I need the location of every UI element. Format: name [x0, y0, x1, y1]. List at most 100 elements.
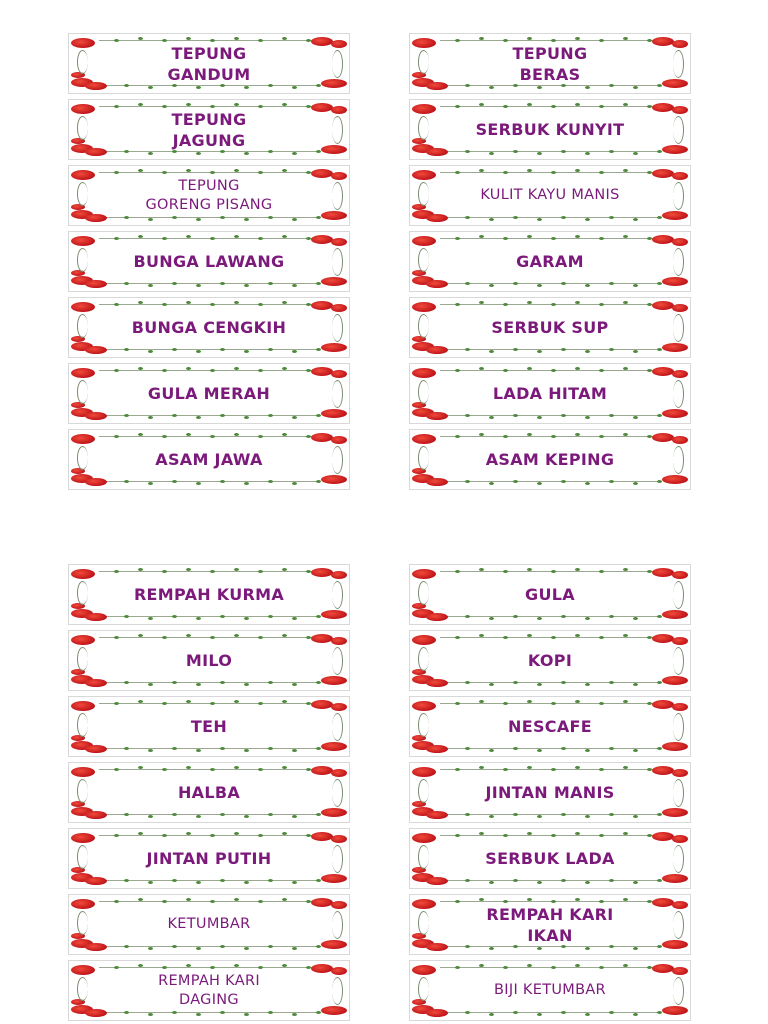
- vine-stem: [332, 314, 343, 342]
- leaf-icon: [172, 84, 177, 87]
- vine-stem: [332, 713, 343, 741]
- leaf-icon: [196, 617, 201, 620]
- leaf-icon: [647, 105, 652, 108]
- vine-border: [440, 481, 660, 482]
- label-text: SERBUK KUNYIT: [475, 120, 625, 139]
- rose-icon: [331, 172, 347, 180]
- leaf-icon: [633, 617, 638, 620]
- leaf-icon: [268, 945, 273, 948]
- leaf-icon: [196, 482, 201, 485]
- leaf-icon: [465, 813, 470, 816]
- rose-icon: [412, 965, 436, 975]
- leaf-icon: [489, 947, 494, 950]
- vine-stem: [332, 911, 343, 939]
- leaf-icon: [292, 1013, 297, 1016]
- leaf-icon: [537, 218, 542, 221]
- leaf-icon: [186, 832, 191, 835]
- leaf-icon: [220, 150, 225, 153]
- rose-icon: [311, 634, 333, 643]
- leaf-icon: [306, 966, 311, 969]
- rose-icon: [412, 408, 434, 417]
- rose-icon: [311, 37, 333, 46]
- leaf-icon: [513, 945, 518, 948]
- rose-icon: [426, 811, 448, 819]
- leaf-icon: [258, 369, 263, 372]
- leaf-icon: [282, 634, 287, 637]
- leaf-icon: [148, 947, 153, 950]
- vine-border: [99, 880, 319, 881]
- leaf-icon: [186, 367, 191, 370]
- leaf-icon: [527, 37, 532, 40]
- leaf-icon: [244, 815, 249, 818]
- leaf-icon: [561, 282, 566, 285]
- leaf-icon: [186, 301, 191, 304]
- leaf-icon: [292, 416, 297, 419]
- leaf-icon: [282, 301, 287, 304]
- leaf-icon: [489, 284, 494, 287]
- leaf-icon: [575, 103, 580, 106]
- leaf-icon: [479, 103, 484, 106]
- leaf-icon: [220, 282, 225, 285]
- leaf-icon: [234, 634, 239, 637]
- spice-label: KETUMBAR: [68, 894, 350, 955]
- leaf-icon: [292, 86, 297, 89]
- leaf-icon: [244, 749, 249, 752]
- rose-icon: [71, 78, 93, 87]
- rose-icon: [412, 204, 426, 210]
- leaf-icon: [479, 964, 484, 967]
- rose-icon: [412, 933, 426, 939]
- spice-label: GULA: [409, 564, 691, 625]
- rose-icon: [412, 144, 434, 153]
- leaf-icon: [292, 617, 297, 620]
- vine-border: [99, 436, 319, 437]
- rose-icon: [71, 144, 93, 153]
- leaf-icon: [527, 832, 532, 835]
- leaf-icon: [282, 103, 287, 106]
- rose-icon: [426, 877, 448, 885]
- leaf-icon: [647, 237, 652, 240]
- leaf-icon: [575, 964, 580, 967]
- leaf-icon: [623, 235, 628, 238]
- leaf-icon: [316, 348, 321, 351]
- rose-icon: [652, 568, 674, 577]
- leaf-icon: [114, 435, 119, 438]
- rose-icon: [426, 346, 448, 354]
- label-text: MILO: [185, 651, 233, 670]
- leaf-icon: [306, 39, 311, 42]
- leaf-icon: [623, 367, 628, 370]
- label-text: ASAM KEPING: [485, 450, 615, 469]
- rose-icon: [672, 238, 688, 246]
- leaf-icon: [114, 834, 119, 837]
- vine-border: [99, 85, 319, 86]
- rose-icon: [71, 899, 95, 909]
- leaf-icon: [172, 216, 177, 219]
- rose-icon: [412, 336, 426, 342]
- vine-stem: [77, 248, 88, 272]
- leaf-icon: [258, 966, 263, 969]
- label-text: JINTAN PUTIH: [146, 849, 272, 868]
- rose-icon: [426, 1009, 448, 1017]
- leaf-icon: [148, 815, 153, 818]
- leaf-icon: [220, 348, 225, 351]
- leaf-icon: [124, 615, 129, 618]
- leaf-icon: [527, 898, 532, 901]
- leaf-icon: [623, 964, 628, 967]
- leaf-icon: [292, 947, 297, 950]
- leaf-icon: [172, 282, 177, 285]
- leaf-icon: [268, 150, 273, 153]
- rose-icon: [71, 38, 95, 48]
- rose-icon: [331, 967, 347, 975]
- leaf-icon: [599, 570, 604, 573]
- vine-border: [99, 616, 319, 617]
- rose-icon: [71, 276, 93, 285]
- leaf-icon: [258, 702, 263, 705]
- leaf-icon: [503, 834, 508, 837]
- rose-icon: [321, 610, 347, 619]
- vine-stem: [332, 845, 343, 873]
- leaf-icon: [138, 103, 143, 106]
- vine-border: [99, 238, 319, 239]
- rose-icon: [311, 700, 333, 709]
- vine-border: [440, 151, 660, 152]
- leaf-icon: [306, 369, 311, 372]
- rose-icon: [672, 40, 688, 48]
